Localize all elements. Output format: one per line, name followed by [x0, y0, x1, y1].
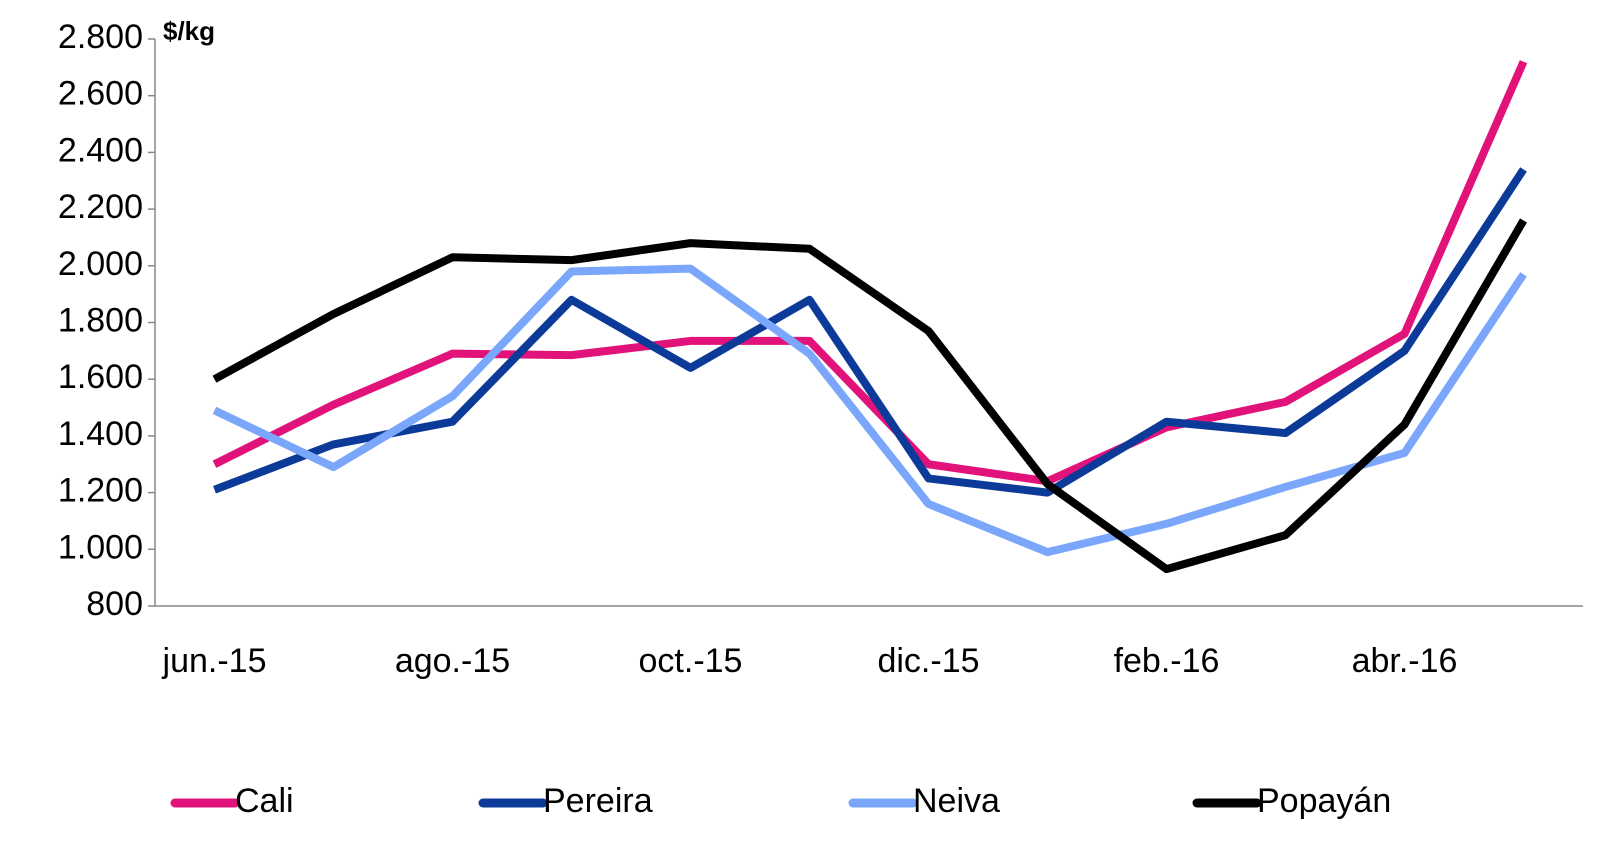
- x-tick-label: ago.-15: [395, 642, 510, 680]
- y-tick-label: 2.600: [58, 75, 143, 113]
- y-tick-label: 1.400: [58, 415, 143, 453]
- legend-label: Neiva: [913, 782, 1000, 820]
- y-tick-label: 2.400: [58, 131, 143, 169]
- x-tick-label: jun.-15: [162, 642, 267, 680]
- y-tick-label: 1.000: [58, 528, 143, 566]
- series-line: [212, 60, 1528, 486]
- series-line: [213, 167, 1527, 497]
- x-tick-label: oct.-15: [639, 642, 743, 680]
- y-tick-label: 1.800: [58, 301, 143, 339]
- y-tick-label: 2.000: [58, 245, 143, 283]
- y-tick-label: 1.600: [58, 358, 143, 396]
- y-tick-label: 800: [86, 585, 143, 623]
- x-tick-label: dic.-15: [877, 642, 979, 680]
- legend-label: Popayán: [1257, 782, 1391, 820]
- y-tick-label: 2.200: [58, 188, 143, 226]
- legend-label: Pereira: [543, 782, 653, 820]
- x-tick-label: abr.-16: [1352, 642, 1458, 680]
- y-axis-label: $/kg: [163, 16, 215, 46]
- series-line: [212, 218, 1527, 574]
- legend-label: Cali: [235, 782, 294, 820]
- x-tick-label: feb.-16: [1114, 642, 1220, 680]
- y-tick-label: 1.200: [58, 472, 143, 510]
- y-tick-label: 2.800: [58, 18, 143, 56]
- series-line: [212, 264, 1527, 557]
